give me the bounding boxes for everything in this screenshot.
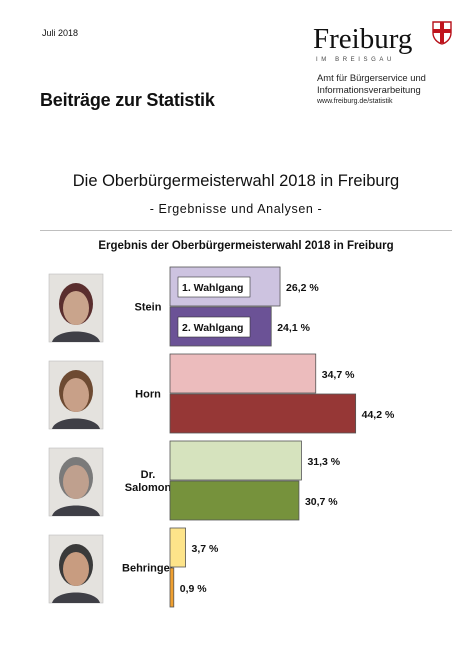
candidate-photo-shoulders — [52, 505, 100, 516]
data-label-stein-round-1: 26,2 % — [286, 282, 319, 294]
chart-frame — [40, 230, 452, 646]
candidate-photo-shoulders — [52, 418, 100, 429]
city-crest-icon — [432, 21, 452, 45]
bar-dr-salomon-round-2 — [169, 480, 300, 521]
legend-label-round-1: 1. Wahlgang — [182, 282, 243, 294]
chart-title: Ergebnis der Oberbürgermeisterwahl 2018 … — [98, 240, 393, 252]
office-line-2: Informationsverarbeitung — [317, 84, 421, 95]
bar-horn-round-2 — [169, 393, 357, 434]
office-url: www.freiburg.de/statistik — [317, 98, 393, 105]
bar-behringer-round-1 — [169, 527, 186, 568]
candidate-photo-face — [63, 465, 89, 499]
city-logo-wordmark: Freiburg — [313, 23, 413, 55]
data-label-stein-round-2: 24,1 % — [277, 322, 310, 334]
data-label-horn-round-1: 34,7 % — [322, 369, 355, 381]
candidate-photo-face — [63, 291, 89, 325]
city-logo-subtitle: IM BREISGAU — [316, 57, 395, 63]
election-results-chart: Ergebnis der Oberbürgermeisterwahl 2018 … — [48, 240, 395, 608]
series-title: Beiträge zur Statistik — [40, 90, 215, 110]
bar-horn-round-1 — [169, 353, 317, 394]
report-date: Juli 2018 — [42, 28, 79, 38]
office-name: Amt für Bürgerservice und Informationsve… — [317, 72, 426, 96]
data-label-dr-salomon-round-1: 31,3 % — [307, 456, 340, 468]
data-label-horn-round-2: 44,2 % — [362, 409, 395, 421]
document-title: Die Oberbürgermeisterwahl 2018 in Freibu… — [72, 172, 400, 190]
candidate-name-dr-salomon: Dr. — [141, 469, 156, 481]
candidate-photo-face — [63, 378, 89, 412]
candidate-name-dr-salomon: Salomon — [125, 482, 172, 494]
candidate-photo-face — [63, 552, 89, 586]
candidate-photo-shoulders — [52, 331, 100, 342]
candidate-name-behringer: Behringer — [122, 563, 175, 575]
candidate-photo-shoulders — [52, 592, 100, 603]
legend-box-round-2 — [177, 316, 251, 338]
bar-dr-salomon-round-1 — [169, 440, 302, 481]
candidate-name-stein: Stein — [135, 302, 162, 314]
legend-label-round-2: 2. Wahlgang — [182, 322, 243, 334]
legend-box-round-1 — [177, 276, 251, 298]
office-line-1: Amt für Bürgerservice und — [317, 72, 426, 83]
data-label-behringer-round-1: 3,7 % — [192, 543, 220, 555]
data-label-dr-salomon-round-2: 30,7 % — [305, 496, 338, 508]
bar-behringer-round-2 — [169, 567, 175, 608]
data-label-behringer-round-2: 0,9 % — [180, 583, 208, 595]
document-subtitle: - Ergebnisse und Analysen - — [149, 202, 323, 216]
candidate-name-horn: Horn — [135, 389, 161, 401]
